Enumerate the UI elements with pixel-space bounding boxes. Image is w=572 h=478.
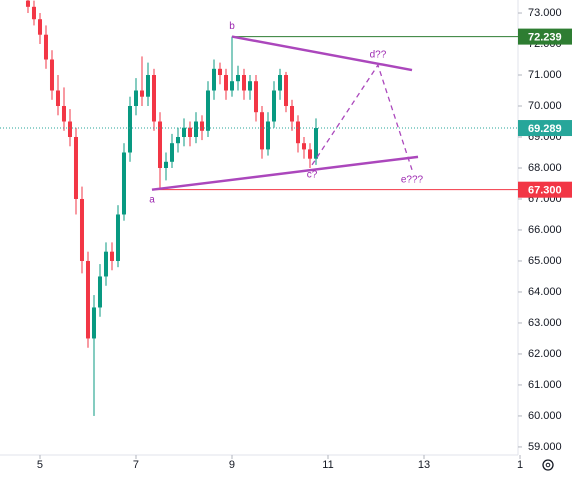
candle-body [109, 251, 114, 261]
candle-body [157, 121, 162, 168]
candle-body [235, 75, 240, 82]
candle-body [260, 112, 265, 150]
candle-body [205, 90, 210, 131]
candle-body [284, 75, 289, 107]
wave-label: e??? [401, 174, 424, 185]
candle-body [103, 251, 108, 277]
candle-body [25, 0, 30, 7]
y-tick-label: 63.000 [528, 317, 562, 329]
y-tick-label: 73.000 [528, 7, 562, 19]
candle-body [121, 152, 126, 215]
candle-body [85, 260, 90, 339]
x-tick-label: 5 [37, 459, 43, 471]
x-tick-label: 1 [517, 459, 523, 471]
candle-body [67, 121, 72, 137]
y-tick-label: 62.000 [528, 348, 562, 360]
settings-icon[interactable] [542, 459, 554, 471]
candle-body [241, 75, 246, 91]
candle-body [314, 128, 319, 159]
wave-label: d?? [370, 50, 387, 61]
trendline [231, 35, 413, 72]
y-tick-label: 64.000 [528, 286, 562, 298]
price-label: 67.300 [528, 185, 562, 197]
price-label-box [518, 181, 572, 198]
candle-body [91, 307, 96, 339]
candle-body [253, 81, 258, 113]
candle-body [169, 143, 174, 162]
wave-label: b [229, 21, 235, 32]
candle-body [308, 149, 313, 159]
candle-body [115, 214, 120, 261]
candle-body [175, 136, 180, 144]
candle-body [199, 121, 204, 131]
price-label-box [518, 28, 572, 45]
candle-body [217, 68, 222, 76]
candle-body [296, 121, 301, 144]
candle-body [193, 121, 198, 137]
y-tick-label: 66.000 [528, 224, 562, 236]
y-tick-label: 59.000 [528, 441, 562, 453]
candle-body [97, 276, 102, 308]
y-tick-label: 71.000 [528, 69, 562, 81]
candle-body [79, 198, 84, 261]
candle-body [187, 127, 192, 137]
candle-body [163, 161, 168, 168]
gear[interactable] [542, 459, 554, 471]
wave-label: a [149, 194, 155, 205]
x-tick-label: 9 [229, 459, 235, 471]
price-label: 72.239 [528, 32, 562, 44]
candle-body [145, 75, 150, 97]
x-tick-label: 13 [418, 459, 430, 471]
y-tick-label: 70.000 [528, 100, 562, 112]
candle-body [181, 127, 186, 137]
candle-body [73, 136, 78, 199]
gear-center[interactable] [545, 462, 551, 468]
candle-body [139, 90, 144, 97]
y-tick-label: 68.000 [528, 162, 562, 174]
x-tick-label: 7 [133, 459, 139, 471]
trendline [311, 63, 413, 171]
candle-body [247, 81, 252, 91]
candle-body [278, 75, 283, 91]
candle-body [49, 59, 54, 91]
y-tick-label: 61.000 [528, 379, 562, 391]
candle-body [290, 106, 295, 122]
candle-body [43, 34, 48, 60]
candle-body [127, 106, 132, 153]
candle-body [266, 121, 271, 150]
candle-body [229, 81, 234, 91]
candle-body [151, 75, 156, 122]
candle-body [61, 106, 66, 122]
candle-body [223, 75, 228, 91]
price-label: 69.289 [528, 123, 562, 135]
wave-label: c? [307, 170, 318, 181]
candle-body [133, 90, 138, 107]
x-tick-label: 11 [322, 459, 333, 471]
candle-body [37, 19, 42, 35]
price-label-box [518, 120, 572, 137]
trendline [151, 155, 419, 191]
y-tick-label: 65.000 [528, 255, 562, 267]
candle-body [272, 90, 277, 122]
candle-body [211, 68, 216, 91]
candle-body [302, 143, 307, 150]
candle-body [31, 6, 36, 20]
y-tick-label: 60.000 [528, 410, 562, 422]
candle-body [55, 90, 60, 107]
